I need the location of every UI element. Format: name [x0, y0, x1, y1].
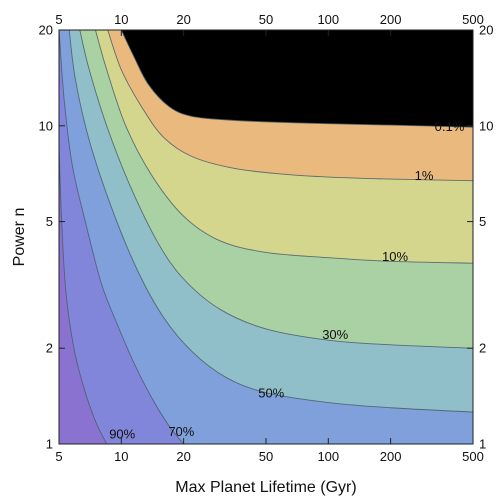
contour-line-50%: [68, 30, 473, 413]
x-tick-label-bottom: 20: [176, 449, 190, 464]
y-axis-title: Power n: [11, 208, 28, 267]
y-tick-label-right: 1: [479, 437, 486, 452]
y-tick-label-left: 5: [46, 214, 53, 229]
y-tick-label-left: 1: [46, 437, 53, 452]
contour-line-30%: [79, 30, 473, 349]
y-tick-label-left: 2: [46, 341, 53, 356]
x-tick-label-bottom: 50: [259, 449, 273, 464]
x-tick-label-top: 5: [55, 12, 62, 27]
contour-bands: [59, 30, 473, 444]
x-tick-label-top: 200: [380, 12, 402, 27]
contour-line-70%: [59, 30, 184, 444]
contour-line-0.1%: [120, 30, 473, 128]
contour-line-10%: [95, 30, 473, 264]
x-tick-label-bottom: 500: [462, 449, 484, 464]
y-tick-label-right: 2: [479, 341, 486, 356]
y-tick-label-right: 10: [479, 118, 493, 133]
x-tick-label-top: 50: [259, 12, 273, 27]
contour-label: 0.1%: [435, 119, 465, 134]
x-tick-label-bottom: 200: [380, 449, 402, 464]
contour-label: 50%: [258, 386, 284, 401]
contour-label: 1%: [415, 168, 434, 183]
x-tick-label-bottom: 100: [317, 449, 339, 464]
x-tick-label-top: 100: [317, 12, 339, 27]
y-tick-label-right: 20: [479, 23, 493, 38]
contour-label: 70%: [168, 424, 194, 439]
x-tick-label-bottom: 5: [55, 449, 62, 464]
x-tick-label-top: 10: [114, 12, 128, 27]
contour-label: 90%: [109, 426, 135, 441]
y-tick-label-right: 5: [479, 214, 486, 229]
y-tick-label-left: 20: [39, 23, 53, 38]
contour-labels: 90% 70% 50% 30% 10% 1% 0.1%: [109, 119, 465, 442]
x-axis-title: Max Planet Lifetime (Gyr): [175, 479, 356, 496]
y-tick-label-left: 10: [39, 118, 53, 133]
contour-line-1%: [107, 30, 473, 182]
contour-label: 10%: [382, 249, 408, 264]
contour-band-7: [121, 30, 473, 128]
contour-label: 30%: [322, 327, 348, 342]
x-tick-label-top: 500: [462, 12, 484, 27]
x-tick-label-bottom: 10: [114, 449, 128, 464]
x-tick-label-top: 20: [176, 12, 190, 27]
